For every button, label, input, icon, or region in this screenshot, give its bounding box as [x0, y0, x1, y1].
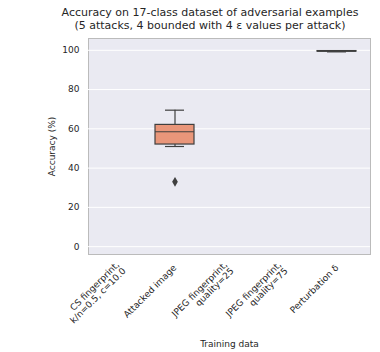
- svg-text:0: 0: [74, 242, 80, 252]
- svg-text:60: 60: [68, 124, 80, 134]
- svg-text:80: 80: [68, 84, 80, 94]
- html-text:Accuracy on 17-class dataset o: Accuracy on 17-class dataset of adversar…: [61, 6, 359, 19]
- svg-text:JPEG fingerprint,quality=75: JPEG fingerprint,quality=75: [223, 260, 289, 326]
- svg-text:CS fingerprint,k/n=0.5, c=10.0: CS fingerprint,k/n=0.5, c=10.0: [62, 259, 128, 325]
- svg-text:100: 100: [62, 45, 79, 55]
- svg-text:Perturbation δ: Perturbation δ: [288, 262, 341, 315]
- svg-text:Accuracy (%): Accuracy (%): [47, 117, 57, 177]
- svg-text:Attacked image: Attacked image: [121, 262, 179, 320]
- svg-text:JPEG fingerprint,quality=25: JPEG fingerprint,quality=25: [169, 260, 235, 326]
- html-text:(5 attacks, 4 bounded with 4 ε: (5 attacks, 4 bounded with 4 ε values pe…: [74, 19, 346, 32]
- svg-text:20: 20: [68, 202, 80, 212]
- svg-text:40: 40: [68, 163, 80, 173]
- svg-text:Training data: Training data: [199, 339, 259, 349]
